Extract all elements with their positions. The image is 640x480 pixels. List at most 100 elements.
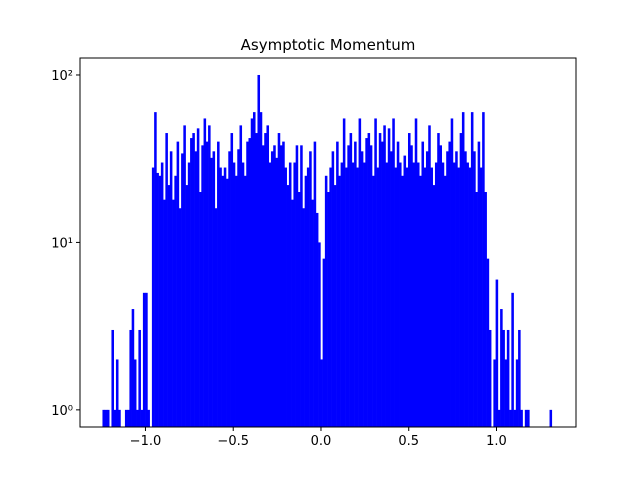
bar xyxy=(434,162,438,427)
bar xyxy=(156,172,159,427)
bar xyxy=(527,409,530,427)
bar xyxy=(452,162,456,427)
bar xyxy=(437,133,440,427)
bar xyxy=(138,329,141,427)
bar xyxy=(302,208,305,427)
bar xyxy=(129,329,132,427)
bar xyxy=(306,167,310,427)
bar xyxy=(441,162,445,427)
bar xyxy=(205,141,209,427)
bar xyxy=(288,162,292,427)
bar xyxy=(124,409,128,427)
bar xyxy=(414,118,418,427)
bar xyxy=(291,199,294,427)
bar xyxy=(185,185,189,427)
bar xyxy=(142,292,146,427)
bar xyxy=(178,208,182,427)
bar xyxy=(390,151,393,428)
bar xyxy=(282,141,285,427)
bar xyxy=(338,175,341,427)
plot-frame xyxy=(79,57,577,428)
bar xyxy=(208,125,211,427)
bar xyxy=(324,175,328,427)
bar xyxy=(311,199,314,427)
bar xyxy=(243,175,247,427)
bar xyxy=(275,157,278,427)
bar xyxy=(340,162,344,427)
bar xyxy=(345,167,348,427)
bar xyxy=(228,151,231,428)
bar xyxy=(160,162,164,427)
bar xyxy=(217,141,220,427)
bar xyxy=(140,409,144,427)
bar xyxy=(473,151,476,428)
bar xyxy=(333,185,337,427)
bar xyxy=(403,155,407,427)
bar xyxy=(181,153,184,427)
bar xyxy=(219,167,222,427)
bar xyxy=(322,258,326,427)
bar xyxy=(484,192,487,427)
bar xyxy=(293,162,296,427)
bar xyxy=(356,167,359,427)
bar xyxy=(387,128,391,428)
bar xyxy=(318,242,321,427)
bar xyxy=(396,141,400,427)
bar xyxy=(270,151,274,428)
x-tick-label: 0.0 xyxy=(311,434,332,449)
bar xyxy=(399,162,402,427)
bar xyxy=(261,145,265,427)
bar xyxy=(309,151,312,428)
bar xyxy=(250,118,254,427)
bar xyxy=(477,141,481,427)
bar xyxy=(226,178,229,427)
bar xyxy=(423,167,427,427)
bar xyxy=(428,125,431,427)
bar xyxy=(365,138,368,427)
bar xyxy=(113,409,117,427)
bar xyxy=(259,112,263,427)
bar xyxy=(450,118,454,427)
bar xyxy=(118,409,121,427)
bar xyxy=(381,141,384,427)
bar xyxy=(196,128,200,428)
bar xyxy=(549,409,553,427)
bar xyxy=(313,141,317,427)
bar xyxy=(439,145,442,427)
bar xyxy=(401,175,404,427)
bar xyxy=(432,185,436,427)
bar xyxy=(509,409,512,427)
bar xyxy=(239,125,243,427)
bar xyxy=(190,138,193,427)
bar xyxy=(461,112,465,427)
bar xyxy=(349,133,353,427)
bar xyxy=(376,167,380,427)
x-tick-label: 0.5 xyxy=(398,434,419,449)
bar xyxy=(115,359,119,427)
bar xyxy=(106,409,110,427)
bar xyxy=(300,145,303,427)
bar xyxy=(183,125,186,427)
bar xyxy=(416,162,420,427)
bar xyxy=(466,162,469,427)
bar xyxy=(252,112,256,427)
bar xyxy=(504,359,508,427)
bar xyxy=(176,141,180,427)
bar xyxy=(158,175,162,427)
x-tick-label: 1.0 xyxy=(486,434,507,449)
bar xyxy=(232,162,236,427)
bar xyxy=(524,409,528,427)
bar xyxy=(102,409,106,427)
bar xyxy=(378,133,382,427)
bar xyxy=(295,145,299,427)
bar xyxy=(111,329,114,427)
bar xyxy=(405,167,409,427)
x-tick-label: −0.5 xyxy=(217,434,249,449)
bar xyxy=(502,329,505,427)
bar xyxy=(520,409,523,427)
bar xyxy=(495,279,499,427)
bar xyxy=(257,74,261,427)
bar xyxy=(169,151,173,428)
bar xyxy=(464,151,467,428)
